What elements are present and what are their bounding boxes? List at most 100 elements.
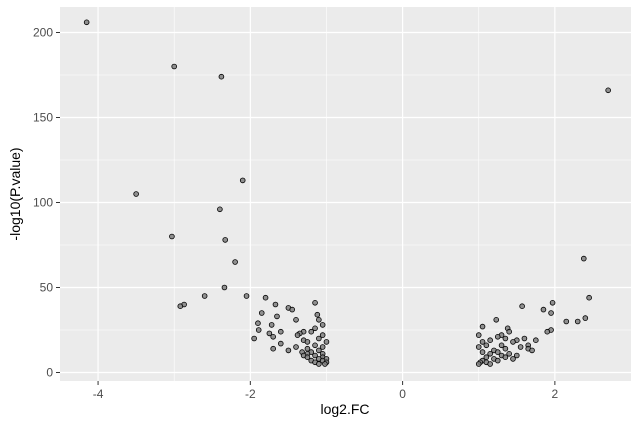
data-point: [316, 361, 322, 367]
data-point: [316, 335, 322, 342]
x-axis-ticks: -4 -2 0 2: [93, 381, 559, 401]
data-point: [487, 337, 493, 344]
major-gridlines: [60, 7, 631, 381]
data-point: [255, 327, 262, 333]
data-point: [540, 306, 547, 313]
data-point: [266, 330, 273, 337]
data-point: [549, 299, 556, 306]
y-tick-label: 0: [46, 366, 53, 380]
y-tick-label: 200: [33, 26, 53, 40]
data-point: [529, 347, 535, 354]
data-point: [605, 87, 611, 94]
data-point: [232, 259, 238, 265]
y-axis-ticks: 0 50 100 150 200: [33, 26, 60, 380]
data-point: [502, 335, 509, 342]
data-point: [312, 299, 318, 306]
data-point: [502, 345, 509, 352]
data-point: [277, 340, 284, 347]
data-point: [319, 344, 326, 350]
x-tick-label: 0: [399, 387, 406, 401]
data-point: [312, 342, 318, 349]
data-point: [483, 342, 490, 349]
data-point: [239, 177, 246, 184]
data-point: [506, 350, 512, 357]
data-point: [308, 328, 315, 335]
data-point: [323, 339, 330, 345]
data-point: [586, 294, 592, 301]
data-point: [133, 191, 139, 197]
minor-gridlines: [60, 7, 631, 381]
data-point: [494, 349, 501, 355]
data-point: [171, 63, 178, 70]
data-point: [519, 303, 525, 310]
data-point: [498, 342, 505, 349]
data-point: [293, 316, 299, 323]
data-point: [319, 322, 326, 328]
data-point: [517, 344, 524, 350]
data-point: [258, 310, 265, 316]
data-point: [475, 332, 482, 338]
data-point: [255, 320, 261, 327]
data-point: [312, 325, 318, 332]
data-point: [580, 255, 587, 262]
data-point: [316, 316, 322, 323]
y-tick-label: 100: [33, 196, 53, 210]
data-point: [289, 306, 296, 313]
data-point: [218, 73, 225, 80]
data-point: [533, 337, 539, 344]
plot-panel: [60, 7, 631, 381]
data-point: [506, 328, 512, 335]
data-point: [83, 19, 90, 26]
data-point: [177, 303, 184, 310]
data-point: [270, 345, 276, 352]
data-point: [314, 311, 321, 318]
x-tick-label: 2: [552, 387, 559, 401]
data-point: [294, 332, 301, 338]
data-point: [494, 357, 501, 364]
data-point: [582, 315, 589, 321]
data-point: [304, 354, 311, 361]
data-point: [277, 328, 284, 335]
data-point: [262, 294, 269, 301]
y-axis-title: -log10(P.value): [7, 147, 23, 240]
data-point: [316, 347, 322, 354]
data-point: [201, 293, 208, 299]
data-point: [169, 233, 175, 240]
data-point: [544, 328, 551, 335]
data-point: [285, 347, 292, 354]
x-axis-title: log2.FC: [320, 401, 369, 417]
data-point: [548, 310, 554, 316]
data-point: [521, 335, 528, 342]
data-point: [312, 352, 318, 359]
data-point: [221, 284, 228, 291]
data-point: [487, 350, 493, 357]
data-point: [243, 293, 250, 299]
data-point: [479, 349, 486, 355]
data-point: [513, 352, 520, 359]
data-point: [479, 339, 486, 345]
y-tick-label: 150: [33, 111, 53, 125]
data-point: [268, 322, 275, 328]
data-point: [217, 206, 223, 213]
data-point: [574, 318, 581, 325]
y-tick-label: 50: [40, 281, 54, 295]
data-point: [487, 361, 493, 367]
data-point: [510, 356, 516, 362]
data-point: [493, 316, 500, 323]
data-point: [270, 333, 276, 340]
data-point: [322, 361, 328, 367]
data-point: [502, 354, 509, 361]
data-point: [563, 318, 570, 325]
data-point: [222, 237, 229, 243]
data-point: [510, 339, 516, 345]
data-point: [274, 313, 280, 320]
data-point: [494, 333, 501, 340]
data-points: [83, 19, 611, 367]
data-point: [475, 361, 482, 367]
x-tick-label: -2: [245, 387, 256, 401]
data-point: [251, 335, 257, 342]
x-tick-label: -4: [93, 387, 104, 401]
data-point: [304, 339, 311, 345]
data-point: [272, 301, 279, 308]
